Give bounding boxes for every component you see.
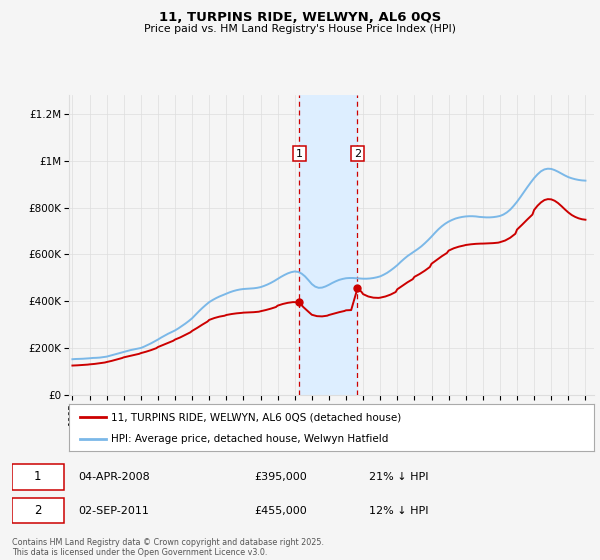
Text: Contains HM Land Registry data © Crown copyright and database right 2025.
This d: Contains HM Land Registry data © Crown c… xyxy=(12,538,324,557)
Text: 1: 1 xyxy=(34,470,41,483)
Text: HPI: Average price, detached house, Welwyn Hatfield: HPI: Average price, detached house, Welw… xyxy=(111,434,388,444)
Text: £395,000: £395,000 xyxy=(254,472,307,482)
FancyBboxPatch shape xyxy=(12,498,64,524)
Text: 21% ↓ HPI: 21% ↓ HPI xyxy=(369,472,428,482)
Text: 11, TURPINS RIDE, WELWYN, AL6 0QS (detached house): 11, TURPINS RIDE, WELWYN, AL6 0QS (detac… xyxy=(111,412,401,422)
Text: 04-APR-2008: 04-APR-2008 xyxy=(78,472,150,482)
Text: 02-SEP-2011: 02-SEP-2011 xyxy=(78,506,149,516)
Text: 12% ↓ HPI: 12% ↓ HPI xyxy=(369,506,428,516)
Text: 11, TURPINS RIDE, WELWYN, AL6 0QS: 11, TURPINS RIDE, WELWYN, AL6 0QS xyxy=(159,11,441,24)
Bar xyxy=(299,95,358,395)
FancyBboxPatch shape xyxy=(12,464,64,490)
Text: Price paid vs. HM Land Registry's House Price Index (HPI): Price paid vs. HM Land Registry's House … xyxy=(144,24,456,34)
Text: 2: 2 xyxy=(354,149,361,158)
Text: 2: 2 xyxy=(34,504,41,517)
Text: £455,000: £455,000 xyxy=(254,506,307,516)
Text: 1: 1 xyxy=(296,149,303,158)
